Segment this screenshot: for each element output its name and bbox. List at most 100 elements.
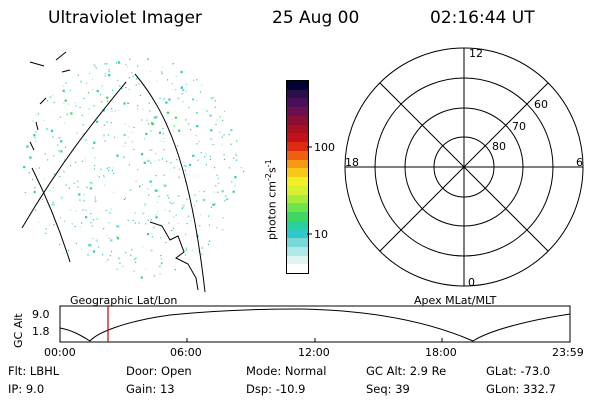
- emission-pixel: [189, 163, 192, 167]
- emission-pixel: [230, 143, 232, 145]
- emission-pixel: [209, 158, 212, 160]
- emission-pixel: [110, 239, 113, 242]
- emission-pixel: [158, 131, 162, 134]
- emission-pixel: [231, 181, 233, 183]
- emission-pixel: [137, 65, 139, 67]
- emission-pixel: [32, 120, 34, 122]
- emission-pixel: [160, 263, 163, 265]
- emission-pixel: [123, 145, 125, 147]
- emission-pixel: [214, 106, 216, 108]
- emission-pixel: [195, 156, 197, 158]
- emission-pixel: [149, 110, 151, 112]
- emission-pixel: [156, 116, 158, 118]
- emission-pixel: [185, 247, 187, 249]
- emission-pixel: [173, 216, 175, 218]
- emission-pixel: [153, 116, 155, 118]
- emission-pixel: [207, 243, 209, 246]
- emission-pixel: [123, 102, 126, 105]
- emission-pixel: [180, 70, 183, 74]
- emission-pixel: [188, 123, 190, 125]
- emission-pixel: [222, 217, 224, 219]
- emission-pixel: [203, 198, 206, 202]
- emission-pixel: [103, 175, 105, 177]
- emission-pixel: [106, 260, 108, 263]
- colorbar-tick-10: 10: [314, 228, 328, 241]
- emission-pixel: [196, 143, 198, 145]
- emission-pixel: [186, 223, 188, 225]
- emission-pixel: [133, 148, 135, 151]
- emission-pixel: [171, 83, 173, 85]
- emission-pixel: [52, 186, 54, 189]
- emission-pixel: [104, 184, 106, 186]
- emission-pixel: [240, 167, 242, 169]
- emission-pixel: [168, 98, 171, 101]
- colorbar-swatch: [287, 229, 308, 239]
- emission-pixel: [77, 186, 79, 188]
- emission-pixel: [196, 200, 198, 202]
- emission-pixel: [147, 58, 149, 60]
- emission-pixel: [228, 134, 230, 136]
- emission-pixel: [191, 249, 193, 251]
- emission-pixel: [116, 236, 118, 238]
- emission-pixel: [160, 223, 162, 226]
- emission-pixel: [171, 203, 173, 205]
- colorbar-swatch: [287, 89, 308, 99]
- emission-pixel: [60, 140, 63, 143]
- emission-pixel: [138, 222, 140, 224]
- emission-pixel: [199, 191, 201, 193]
- emission-pixel: [85, 82, 88, 84]
- colorbar-swatch: [287, 203, 308, 213]
- emission-pixel: [63, 252, 65, 254]
- status-gc-alt: GC Alt: 2.9 Re: [366, 364, 447, 378]
- emission-pixel: [37, 221, 39, 223]
- emission-pixel: [159, 273, 161, 275]
- emission-pixel: [208, 224, 211, 226]
- emission-pixel: [210, 129, 213, 132]
- emission-pixel: [69, 164, 71, 167]
- emission-pixel: [118, 257, 120, 260]
- emission-pixel: [102, 134, 106, 137]
- emission-pixel: [85, 216, 88, 219]
- emission-pixel: [114, 110, 117, 112]
- emission-pixel: [43, 119, 45, 121]
- emission-pixel: [126, 65, 129, 68]
- emission-pixel: [104, 140, 106, 142]
- emission-pixel: [157, 210, 159, 212]
- emission-pixel: [108, 222, 110, 224]
- emission-pixel: [143, 161, 146, 164]
- emission-pixel: [33, 136, 36, 139]
- emission-pixel: [130, 254, 132, 256]
- emission-pixel: [221, 136, 223, 138]
- emission-pixel: [153, 274, 156, 278]
- emission-pixel: [148, 102, 150, 104]
- emission-pixel: [93, 168, 96, 170]
- colorbar-swatch: [287, 255, 308, 265]
- emission-pixel: [147, 188, 149, 190]
- emission-pixel: [123, 198, 125, 200]
- colorbar-swatch: [287, 220, 308, 230]
- emission-pixel: [135, 180, 137, 182]
- emission-pixel: [163, 97, 165, 99]
- emission-pixel: [31, 179, 34, 181]
- emission-pixel: [173, 130, 175, 132]
- emission-pixel: [167, 79, 169, 81]
- colorbar-swatch: [287, 177, 308, 186]
- emission-pixel: [77, 74, 79, 76]
- emission-pixel: [123, 156, 125, 159]
- emission-pixel: [38, 167, 40, 169]
- emission-pixel: [172, 63, 174, 65]
- emission-pixel: [94, 198, 96, 200]
- emission-pixel: [174, 269, 176, 271]
- emission-pixel: [176, 145, 179, 147]
- emission-pixel: [78, 193, 81, 196]
- emission-pixel: [232, 190, 235, 193]
- emission-pixel: [182, 207, 184, 209]
- emission-pixel: [196, 175, 198, 177]
- emission-pixel: [107, 259, 109, 261]
- emission-pixel: [215, 123, 217, 126]
- colorbar-swatch: [287, 168, 308, 178]
- emission-pixel: [89, 182, 92, 184]
- emission-pixel: [57, 119, 59, 121]
- date-label: 25 Aug 00: [272, 8, 360, 28]
